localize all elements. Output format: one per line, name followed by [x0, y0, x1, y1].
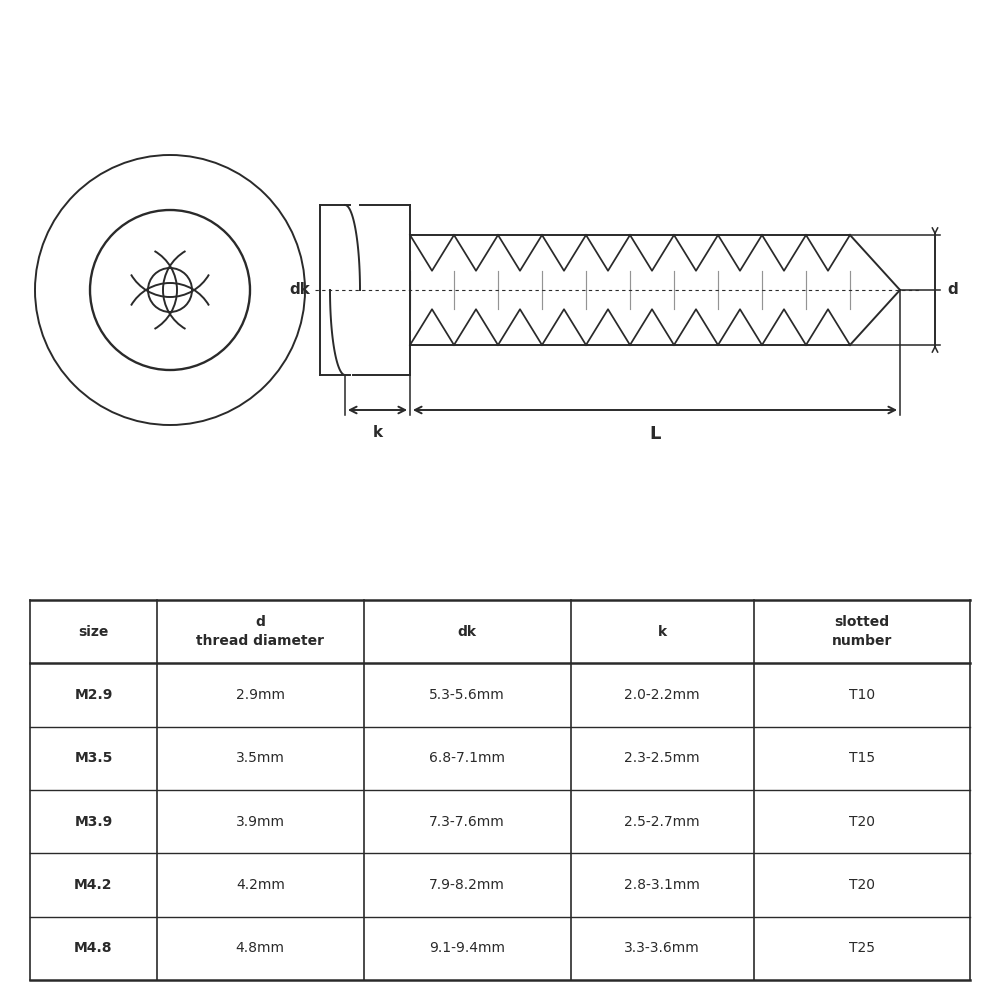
Text: M3.9: M3.9 — [74, 815, 113, 829]
Text: M4.2: M4.2 — [74, 878, 113, 892]
Text: size: size — [78, 625, 109, 639]
Text: T15: T15 — [849, 751, 875, 765]
Text: L: L — [649, 425, 661, 443]
Text: 5.3-5.6mm: 5.3-5.6mm — [429, 688, 505, 702]
Text: 3.5mm: 3.5mm — [236, 751, 285, 765]
Text: 3.3-3.6mm: 3.3-3.6mm — [624, 941, 700, 955]
Text: d: d — [947, 282, 958, 298]
Text: 2.3-2.5mm: 2.3-2.5mm — [624, 751, 700, 765]
Text: dk: dk — [289, 282, 310, 298]
Text: T10: T10 — [849, 688, 875, 702]
Text: T25: T25 — [849, 941, 875, 955]
Text: 2.5-2.7mm: 2.5-2.7mm — [624, 815, 700, 829]
Text: 2.8-3.1mm: 2.8-3.1mm — [624, 878, 700, 892]
Text: 6.8-7.1mm: 6.8-7.1mm — [429, 751, 505, 765]
Text: 9.1-9.4mm: 9.1-9.4mm — [429, 941, 505, 955]
Text: dk: dk — [458, 625, 477, 639]
Text: 3.9mm: 3.9mm — [236, 815, 285, 829]
Text: M2.9: M2.9 — [74, 688, 113, 702]
Text: T20: T20 — [849, 815, 875, 829]
Text: T20: T20 — [849, 878, 875, 892]
Text: k: k — [372, 425, 383, 440]
Text: d
thread diameter: d thread diameter — [196, 615, 324, 648]
Text: slotted
number: slotted number — [832, 615, 892, 648]
Text: M3.5: M3.5 — [74, 751, 113, 765]
Text: 4.8mm: 4.8mm — [236, 941, 285, 955]
Text: 7.3-7.6mm: 7.3-7.6mm — [429, 815, 505, 829]
Text: 2.0-2.2mm: 2.0-2.2mm — [624, 688, 700, 702]
Text: 4.2mm: 4.2mm — [236, 878, 285, 892]
Text: 2.9mm: 2.9mm — [236, 688, 285, 702]
Text: M4.8: M4.8 — [74, 941, 113, 955]
Text: 7.9-8.2mm: 7.9-8.2mm — [429, 878, 505, 892]
Text: k: k — [658, 625, 667, 639]
